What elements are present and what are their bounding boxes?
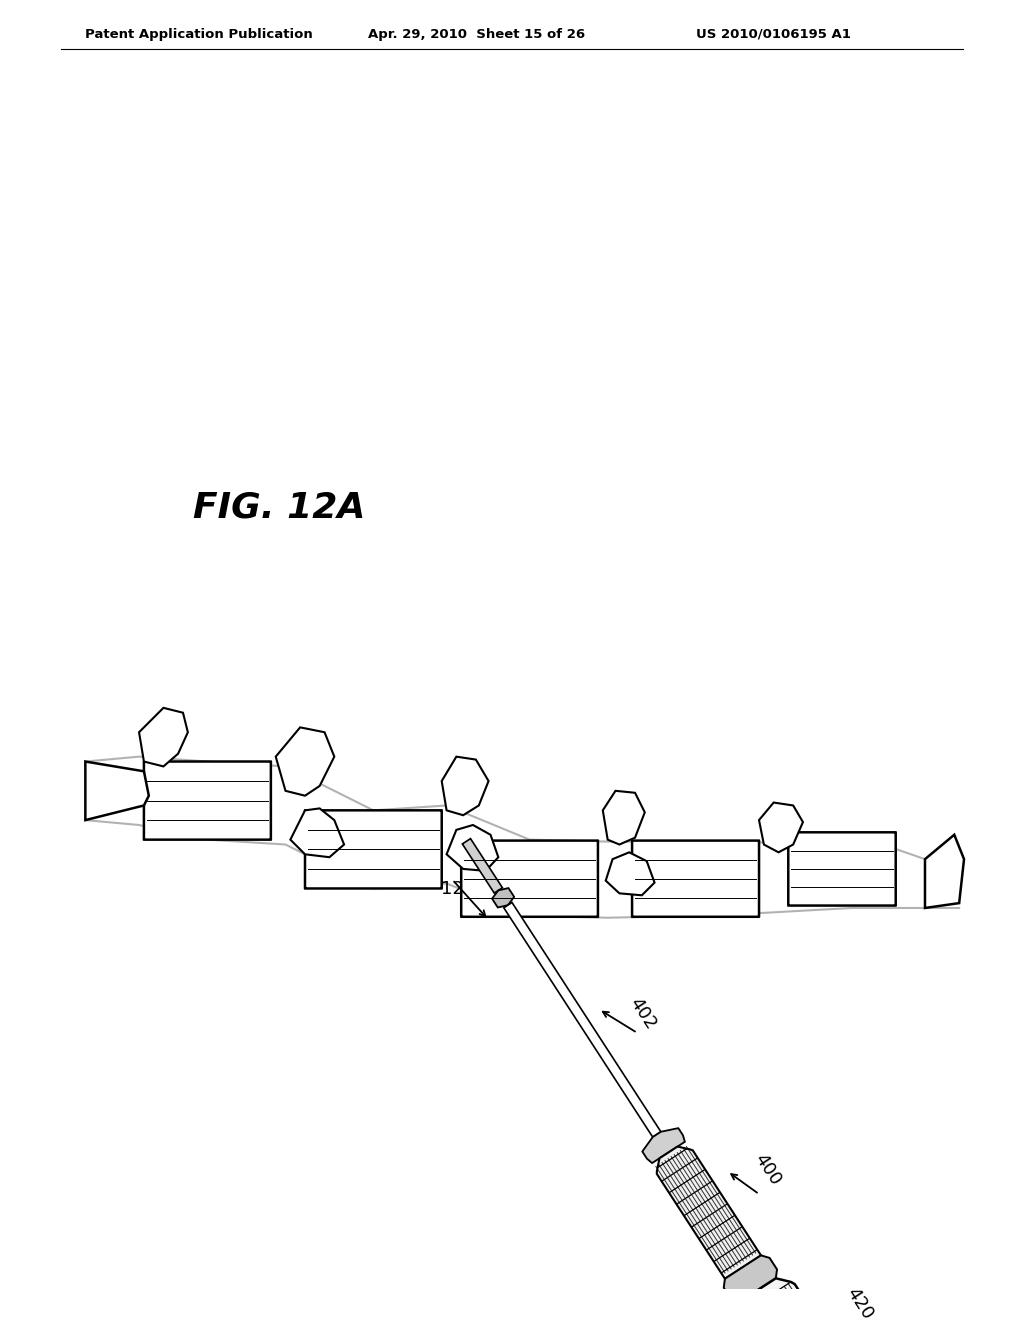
Polygon shape: [724, 1255, 777, 1302]
Polygon shape: [139, 708, 187, 767]
Polygon shape: [462, 838, 503, 894]
Polygon shape: [737, 1278, 906, 1320]
FancyBboxPatch shape: [632, 841, 759, 917]
Polygon shape: [656, 1147, 761, 1279]
Polygon shape: [85, 762, 148, 820]
Polygon shape: [606, 853, 654, 895]
Polygon shape: [759, 803, 803, 853]
FancyBboxPatch shape: [144, 762, 271, 840]
Polygon shape: [441, 756, 488, 816]
Text: FIG. 12A: FIG. 12A: [193, 491, 366, 524]
Polygon shape: [291, 808, 344, 857]
FancyBboxPatch shape: [461, 841, 598, 917]
Polygon shape: [275, 727, 334, 796]
FancyBboxPatch shape: [788, 833, 896, 906]
Text: Patent Application Publication: Patent Application Publication: [85, 28, 313, 41]
Polygon shape: [493, 888, 514, 907]
Text: 12: 12: [440, 880, 464, 899]
Text: Apr. 29, 2010  Sheet 15 of 26: Apr. 29, 2010 Sheet 15 of 26: [369, 28, 586, 41]
Polygon shape: [642, 1129, 685, 1163]
Text: US 2010/0106195 A1: US 2010/0106195 A1: [695, 28, 850, 41]
Polygon shape: [504, 903, 660, 1137]
Polygon shape: [603, 791, 645, 845]
Text: 402: 402: [626, 994, 659, 1032]
Polygon shape: [925, 834, 964, 908]
Text: 400: 400: [751, 1151, 784, 1189]
FancyBboxPatch shape: [305, 810, 441, 888]
Polygon shape: [446, 825, 499, 871]
Text: 420: 420: [843, 1284, 877, 1320]
